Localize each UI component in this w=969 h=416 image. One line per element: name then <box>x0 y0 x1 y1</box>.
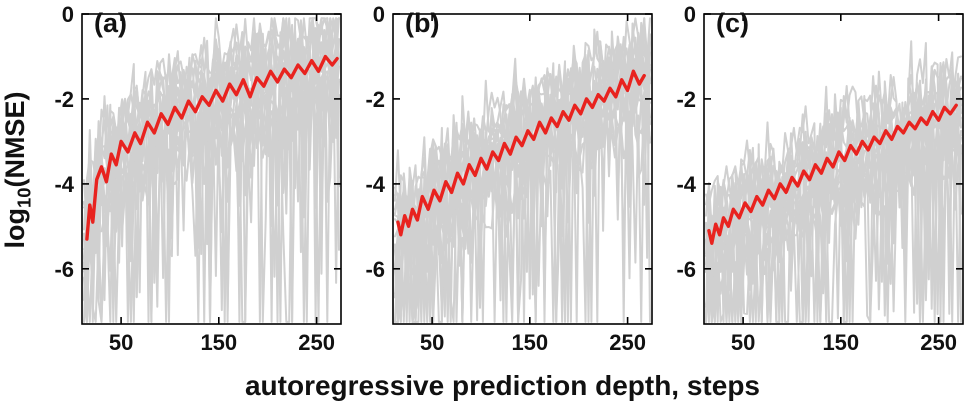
svg-text:50: 50 <box>731 330 755 355</box>
svg-text:-2: -2 <box>365 87 385 112</box>
panel-a: 50 150 250 0 -2 -4 -6 (a) <box>36 0 347 362</box>
svg-text:50: 50 <box>420 330 444 355</box>
svg-text:-6: -6 <box>365 257 385 282</box>
y-axis-label-pre: log <box>0 207 30 249</box>
panel-a-plot: 50 150 250 0 -2 -4 -6 <box>54 2 342 355</box>
y-axis-label: log10(NMSE) <box>0 5 34 335</box>
svg-text:-2: -2 <box>676 87 696 112</box>
svg-text:150: 150 <box>511 330 548 355</box>
panel-c: 50 150 250 0 -2 -4 -6 (c) <box>658 0 969 362</box>
svg-text:0: 0 <box>684 2 696 27</box>
panel-c-label: (c) <box>716 8 749 38</box>
panel-b-label: (b) <box>405 8 440 38</box>
svg-text:150: 150 <box>200 330 237 355</box>
svg-text:-6: -6 <box>54 257 74 282</box>
svg-text:-4: -4 <box>676 172 696 197</box>
svg-text:250: 250 <box>609 330 646 355</box>
panel-b: 50 150 250 0 -2 -4 -6 (b) <box>347 0 658 362</box>
panel-a-label: (a) <box>94 8 127 38</box>
y-axis-label-subscript: 10 <box>13 187 35 208</box>
svg-text:0: 0 <box>373 2 385 27</box>
svg-text:150: 150 <box>822 330 859 355</box>
svg-text:-4: -4 <box>365 172 385 197</box>
panel-row: 50 150 250 0 -2 -4 -6 (a) 50 150 250 0 -2 -4 -6 (b) … <box>36 0 969 362</box>
panel-c-plot: 50 150 250 0 -2 -4 -6 <box>676 2 964 355</box>
svg-text:250: 250 <box>920 330 957 355</box>
panel-b-plot: 50 150 250 0 -2 -4 -6 <box>365 2 653 355</box>
svg-text:-2: -2 <box>54 87 74 112</box>
svg-text:-6: -6 <box>676 257 696 282</box>
svg-text:0: 0 <box>62 2 74 27</box>
y-axis-label-post: (NMSE) <box>0 91 30 188</box>
x-axis-label: autoregressive prediction depth, steps <box>244 370 761 401</box>
svg-text:50: 50 <box>109 330 133 355</box>
svg-text:-4: -4 <box>54 172 74 197</box>
svg-text:250: 250 <box>298 330 335 355</box>
